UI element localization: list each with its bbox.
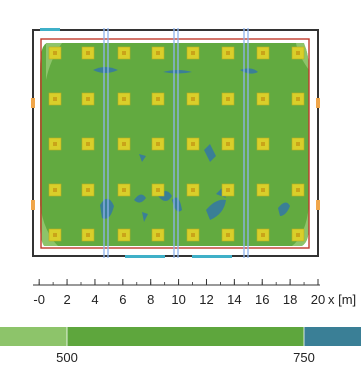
luminaire-core	[86, 97, 90, 101]
luminaire-core	[261, 233, 265, 237]
luminaire-core	[296, 142, 300, 146]
luminaire-core	[261, 97, 265, 101]
x-tick-label: 8	[147, 292, 154, 307]
field-edge-zone	[292, 205, 309, 246]
door-marker	[125, 255, 165, 258]
luminaire-core	[53, 188, 57, 192]
luminaire-core	[296, 97, 300, 101]
luminaire-core	[226, 188, 230, 192]
x-tick-label: 2	[63, 292, 70, 307]
x-tick-label: 12	[199, 292, 213, 307]
luminaire-core	[156, 97, 160, 101]
high-illuminance-spot	[139, 154, 146, 162]
x-tick-label: 4	[91, 292, 98, 307]
x-tick-label: 20	[311, 292, 325, 307]
luminaires	[48, 46, 305, 242]
luminaire-core	[156, 188, 160, 192]
high-illuminance-spot	[142, 212, 148, 222]
luminaire-core	[191, 233, 195, 237]
x-tick-label: 10	[171, 292, 185, 307]
luminaire-core	[122, 142, 126, 146]
luminaire-core	[86, 233, 90, 237]
luminaire-core	[53, 142, 57, 146]
x-axis-unit: x [m]	[328, 292, 356, 307]
luminaire-core	[296, 233, 300, 237]
luminaire-core	[261, 188, 265, 192]
x-tick-label: -0	[33, 292, 45, 307]
luminaire-core	[53, 51, 57, 55]
high-illuminance-spot	[206, 199, 226, 220]
luminaire-core	[226, 51, 230, 55]
luminaire-core	[53, 233, 57, 237]
luminaire-core	[191, 188, 195, 192]
luminaire-core	[122, 97, 126, 101]
outer-wall	[32, 29, 319, 257]
x-tick-label: 18	[283, 292, 297, 307]
luminaire-core	[226, 97, 230, 101]
luminaire-core	[86, 51, 90, 55]
luminaire-core	[191, 51, 195, 55]
light-tracks	[103, 28, 249, 258]
door-marker	[40, 28, 60, 31]
x-tick-label: 14	[227, 292, 241, 307]
door-marker	[192, 255, 232, 258]
high-illuminance-spot	[93, 67, 118, 73]
luminaire-core	[156, 233, 160, 237]
luminaire-core	[226, 233, 230, 237]
luminaire-core	[296, 51, 300, 55]
high-illuminance-spot	[134, 194, 146, 203]
window-marker	[316, 98, 320, 108]
luminaire-core	[261, 51, 265, 55]
luminaire-core	[261, 142, 265, 146]
legend-band	[304, 327, 361, 346]
window-marker	[31, 200, 35, 210]
legend-label: 750	[293, 350, 315, 365]
luminaire-core	[156, 142, 160, 146]
luminaire-core	[122, 233, 126, 237]
luminaire-core	[53, 97, 57, 101]
legend-band	[67, 327, 304, 346]
luminaire-core	[122, 188, 126, 192]
legend-label: 500	[56, 350, 78, 365]
work-plane-border	[40, 38, 310, 249]
luminaire-core	[122, 51, 126, 55]
window-marker	[316, 200, 320, 210]
window-marker	[31, 98, 35, 108]
field-edge-zone	[40, 205, 58, 246]
luminaire-core	[191, 97, 195, 101]
luminaire-core	[226, 142, 230, 146]
x-tick-label: 6	[119, 292, 126, 307]
luminaire-core	[86, 142, 90, 146]
legend: 500 750	[0, 327, 361, 365]
luminaire-core	[156, 51, 160, 55]
luminaire-core	[191, 142, 195, 146]
x-axis: -0 2 4 6 8 10 12 14 16 18 20 x [m]	[33, 279, 356, 307]
luminaire-core	[86, 188, 90, 192]
legend-band	[0, 327, 67, 346]
x-tick-label: 16	[255, 292, 269, 307]
luminaire-core	[296, 188, 300, 192]
high-illuminance-spot	[204, 144, 216, 162]
high-illuminance-spot	[278, 202, 290, 216]
room-frame	[31, 28, 320, 258]
